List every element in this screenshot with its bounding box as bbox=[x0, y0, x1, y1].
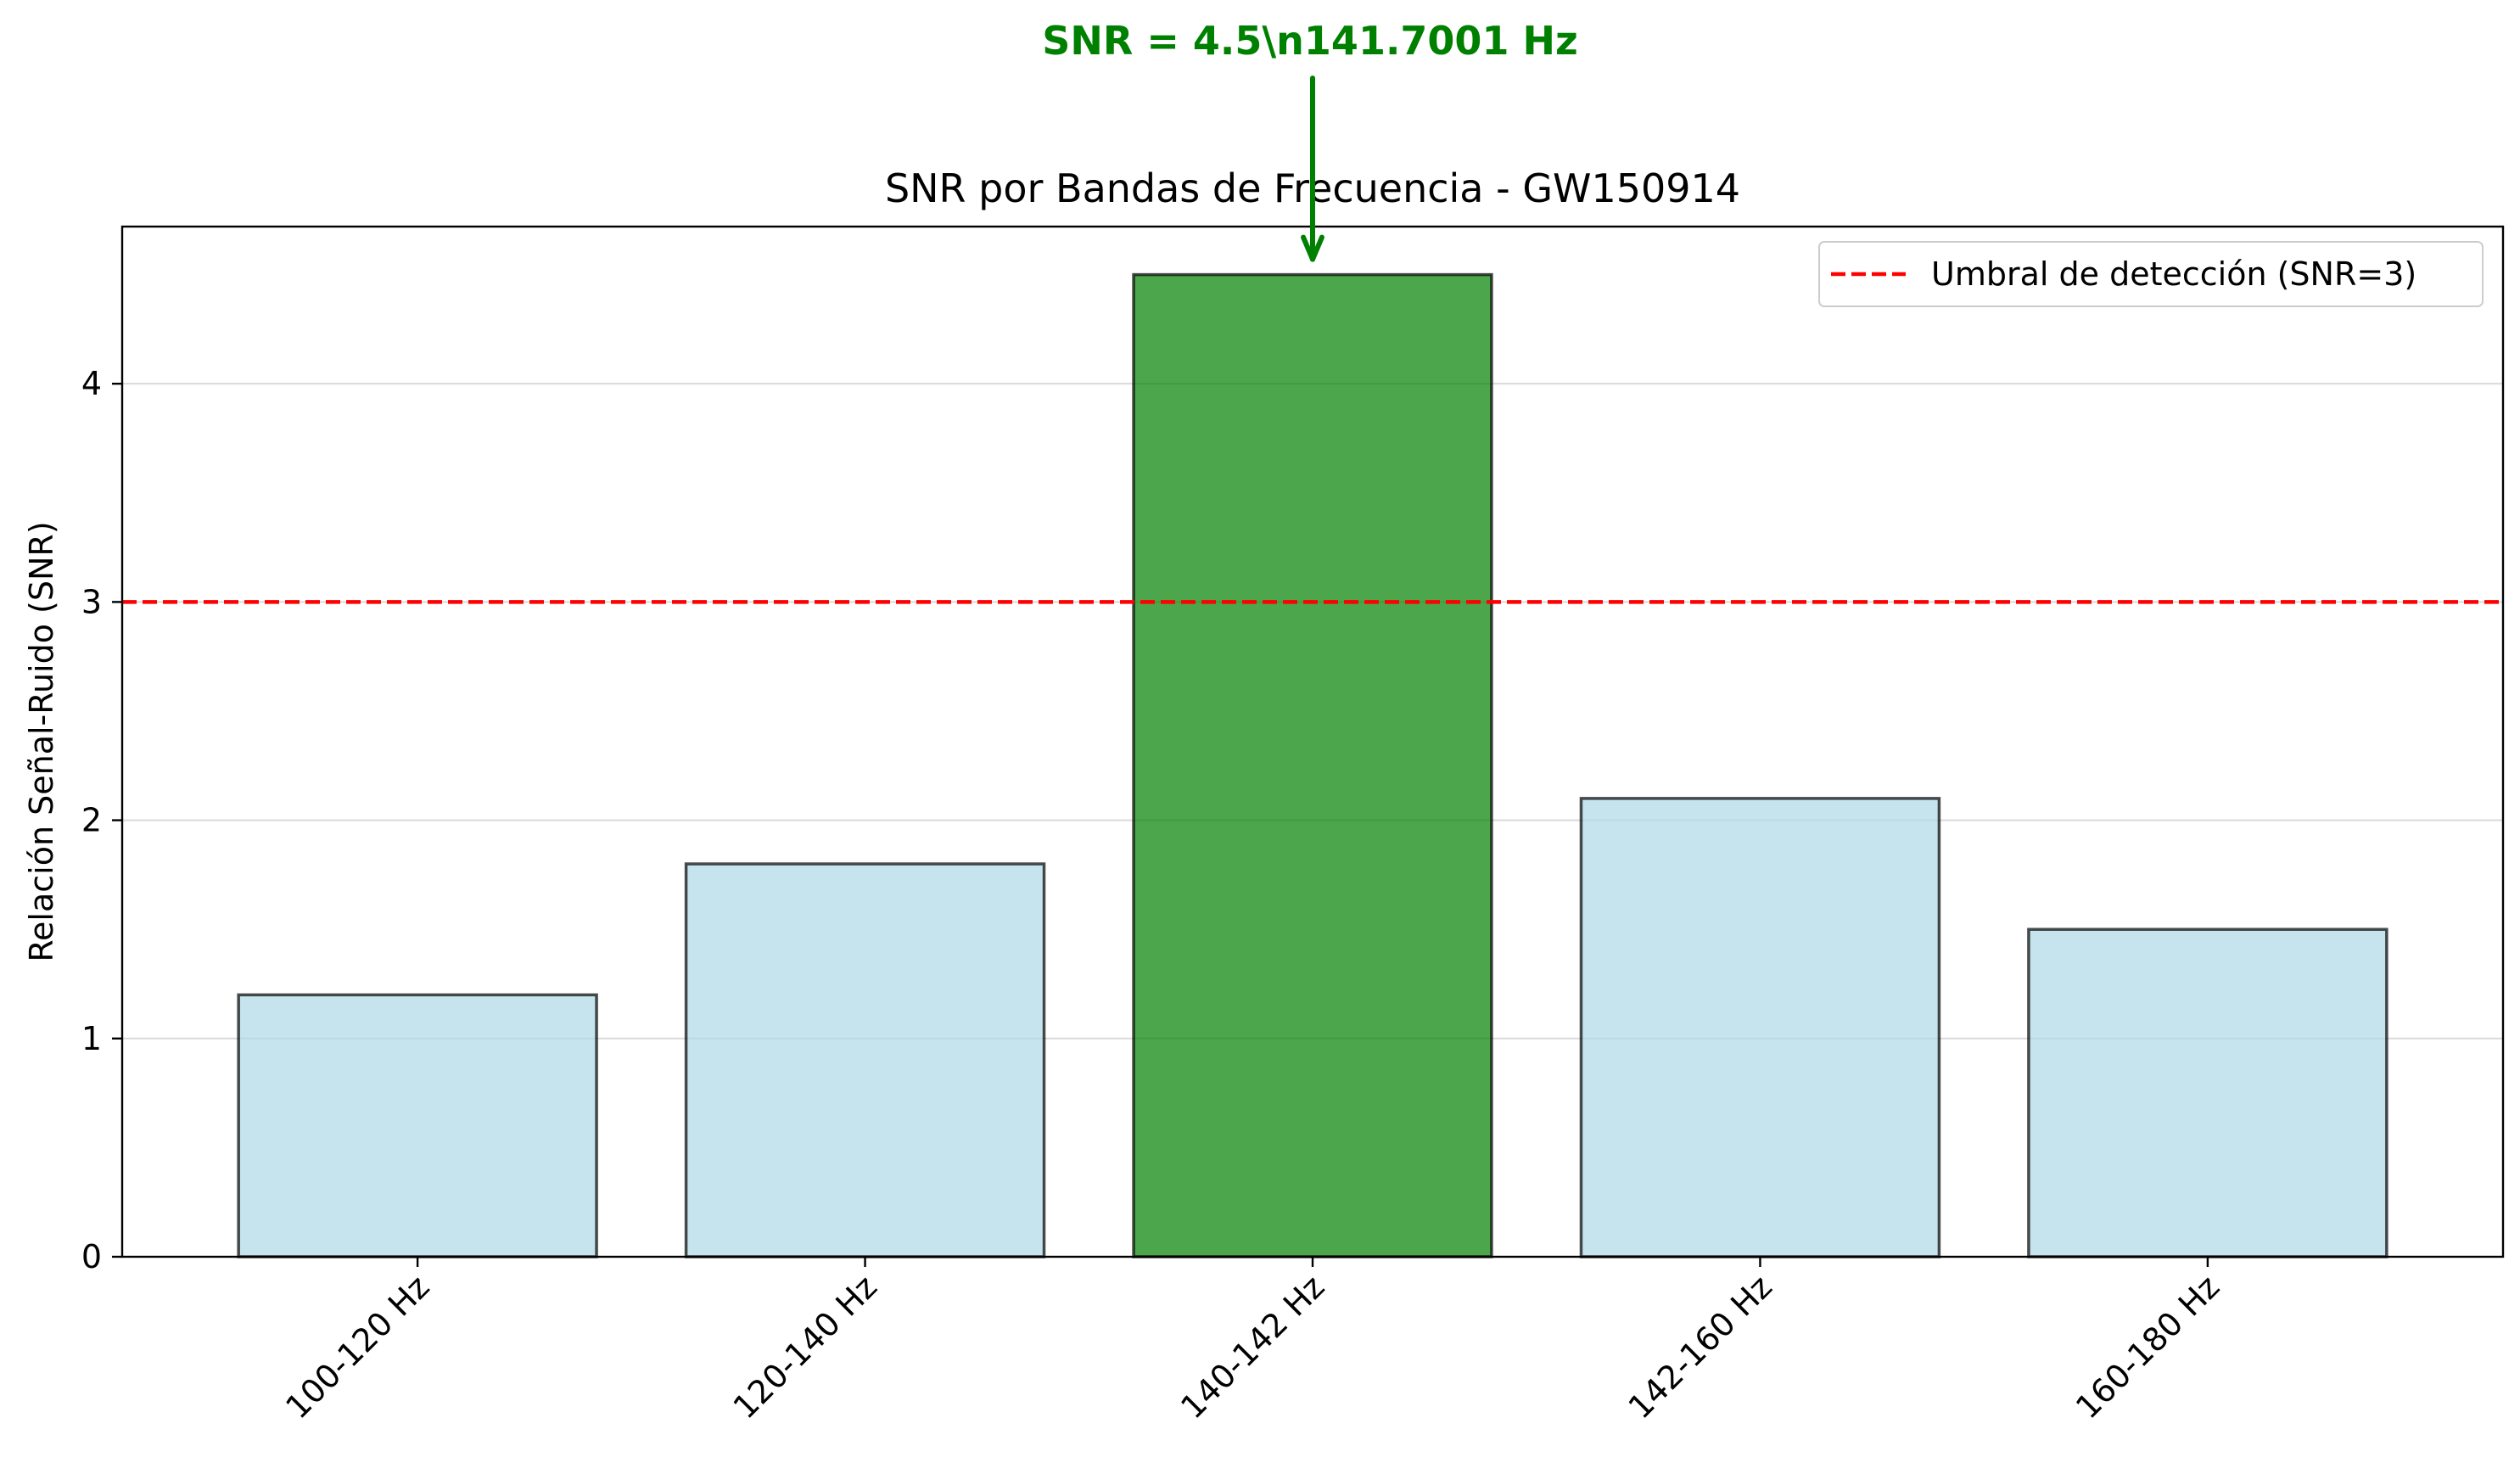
x-axis: 100-120 Hz 120-140 Hz 140-142 Hz 142-160 Hz… bbox=[278, 1257, 2226, 1426]
x-tick-label: 142-160 Hz bbox=[1621, 1268, 1779, 1426]
legend-box bbox=[1818, 241, 2484, 307]
y-axis-label: Relación Señal-Ruido (SNR) bbox=[23, 521, 60, 961]
x-tick-label: 140-142 Hz bbox=[1173, 1268, 1331, 1426]
y-tick-label: 1 bbox=[81, 1020, 102, 1057]
bar bbox=[237, 993, 598, 1258]
x-tick-label: 120-140 Hz bbox=[726, 1268, 884, 1426]
bar-highlighted bbox=[1132, 272, 1493, 1258]
x-tick-label: 160-180 Hz bbox=[2069, 1268, 2226, 1426]
y-tick-label: 3 bbox=[81, 583, 102, 620]
x-tick-label: 100-120 Hz bbox=[278, 1268, 436, 1426]
annotation-arrow-head bbox=[1301, 234, 1324, 262]
peak-annotation: SNR = 4.5\n141.7001 Hz bbox=[1042, 18, 1578, 262]
y-tick-label: 0 bbox=[81, 1238, 102, 1275]
bar bbox=[2027, 928, 2388, 1258]
annotation-text: SNR = 4.5\n141.7001 Hz bbox=[1042, 18, 1577, 64]
y-tick-label: 4 bbox=[81, 365, 102, 402]
bar bbox=[684, 862, 1046, 1258]
legend-threshold-label: Umbral de detección (SNR=3) bbox=[1931, 255, 2416, 293]
y-axis: 0 1 2 3 4 bbox=[81, 365, 122, 1275]
y-tick-label: 2 bbox=[81, 802, 102, 839]
legend: Umbral de detección (SNR=3) bbox=[1818, 241, 2484, 307]
bar bbox=[1579, 797, 1941, 1258]
bars bbox=[237, 272, 2388, 1258]
